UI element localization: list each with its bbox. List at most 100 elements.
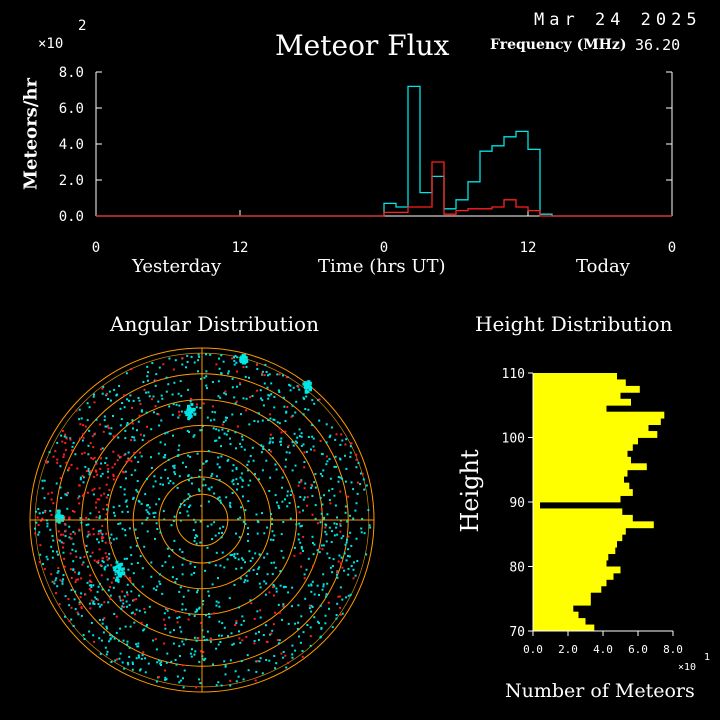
angular-point-cyan: [43, 497, 46, 500]
angular-point-cyan: [307, 408, 310, 411]
angular-point-cyan: [226, 558, 229, 561]
angular-point-cyan: [195, 610, 198, 613]
height-bar: [533, 572, 614, 580]
angular-point-cyan: [333, 534, 336, 537]
angular-point-cyan: [233, 359, 236, 362]
angular-point-cyan: [167, 458, 170, 461]
angular-point-red: [135, 598, 138, 601]
angular-point-cyan: [317, 399, 320, 402]
flux-y-tick-label: 0.0: [59, 209, 84, 225]
angular-point-red: [272, 623, 275, 626]
angular-point-cyan: [217, 532, 220, 535]
angular-point-cyan: [207, 500, 210, 503]
angular-point-cyan: [268, 659, 271, 662]
angular-point-cyan: [336, 533, 339, 536]
angular-point-red: [105, 513, 108, 516]
flux-y-tick-label: 2.0: [59, 173, 84, 189]
angular-point-cyan: [221, 551, 224, 554]
angular-point-cyan: [349, 514, 351, 517]
angular-point-cyan: [206, 630, 209, 633]
angular-point-red: [64, 449, 67, 452]
angular-point-red: [41, 517, 44, 520]
angular-point-red: [69, 533, 72, 536]
angular-point-cyan: [173, 471, 176, 474]
angular-point-cyan: [270, 513, 273, 516]
angular-point-cyan: [161, 397, 164, 400]
angular-point-cyan: [349, 455, 352, 458]
angular-point-cyan: [263, 580, 266, 583]
angular-point-cyan: [270, 393, 273, 396]
angular-point-cyan: [232, 464, 235, 467]
angular-point-cyan: [130, 590, 133, 593]
angular-point-red: [253, 642, 256, 645]
angular-point-cyan: [300, 524, 303, 527]
angular-point-cyan: [191, 482, 193, 485]
angular-point-red: [97, 559, 100, 562]
angular-point-cyan: [258, 478, 260, 481]
angular-point-cyan: [235, 361, 238, 364]
angular-point-cyan: [98, 517, 101, 520]
angular-point-red: [78, 502, 81, 505]
angular-point-cyan: [204, 484, 207, 487]
angular-point-cyan: [275, 587, 278, 590]
angular-point-cyan: [142, 381, 145, 383]
angular-point-cyan: [45, 555, 48, 558]
angular-point-cyan: [282, 651, 285, 653]
angular-point-cyan: [98, 619, 101, 621]
angular-cluster-point: [116, 579, 120, 582]
angular-point-cyan: [268, 490, 271, 492]
angular-point-cyan: [104, 518, 107, 521]
angular-point-red: [319, 440, 322, 442]
angular-point-cyan: [179, 519, 182, 522]
angular-point-cyan: [352, 488, 355, 491]
angular-point-cyan: [277, 389, 280, 392]
angular-point-cyan: [209, 419, 212, 422]
angular-point-red: [318, 547, 321, 550]
angular-point-cyan: [87, 470, 90, 472]
angular-point-red: [130, 460, 133, 463]
angular-point-cyan: [243, 581, 246, 584]
angular-point-red: [64, 442, 67, 444]
angular-point-red: [92, 527, 95, 530]
angular-point-cyan: [122, 639, 125, 642]
angular-point-red: [121, 590, 124, 593]
angular-point-cyan: [193, 572, 196, 574]
angular-point-red: [73, 571, 76, 574]
angular-point-cyan: [302, 396, 305, 399]
angular-point-cyan: [234, 557, 237, 559]
angular-point-cyan: [103, 567, 106, 570]
angular-point-cyan: [143, 434, 146, 437]
angular-point-cyan: [273, 395, 276, 398]
height-bar: [533, 476, 624, 484]
angular-point-cyan: [271, 523, 273, 526]
angular-point-red: [357, 481, 359, 484]
angular-point-cyan: [44, 509, 47, 512]
angular-point-cyan: [125, 605, 128, 608]
angular-point-cyan: [248, 550, 251, 553]
angular-point-cyan: [267, 419, 270, 422]
angular-cluster-point: [191, 407, 195, 411]
angular-point-cyan: [328, 499, 331, 502]
angular-point-cyan: [240, 506, 243, 509]
angular-point-cyan: [150, 456, 152, 459]
angular-point-cyan: [193, 653, 196, 656]
angular-point-cyan: [291, 656, 294, 659]
angular-point-cyan: [95, 598, 98, 600]
angular-point-cyan: [249, 479, 252, 482]
height-bar: [533, 618, 586, 625]
angular-point-cyan: [189, 455, 192, 458]
angular-point-cyan: [148, 605, 151, 608]
angular-point-cyan: [280, 443, 282, 446]
angular-point-cyan: [194, 521, 197, 524]
angular-point-cyan: [145, 411, 148, 414]
angular-point-cyan: [88, 429, 91, 432]
angular-point-red: [329, 502, 332, 505]
angular-point-cyan: [198, 660, 201, 663]
angular-cluster-point: [187, 411, 191, 415]
angular-point-cyan: [153, 379, 156, 382]
angular-point-cyan: [291, 414, 294, 417]
angular-point-cyan: [244, 375, 247, 378]
angular-point-cyan: [150, 575, 153, 578]
angular-point-cyan: [295, 400, 298, 403]
